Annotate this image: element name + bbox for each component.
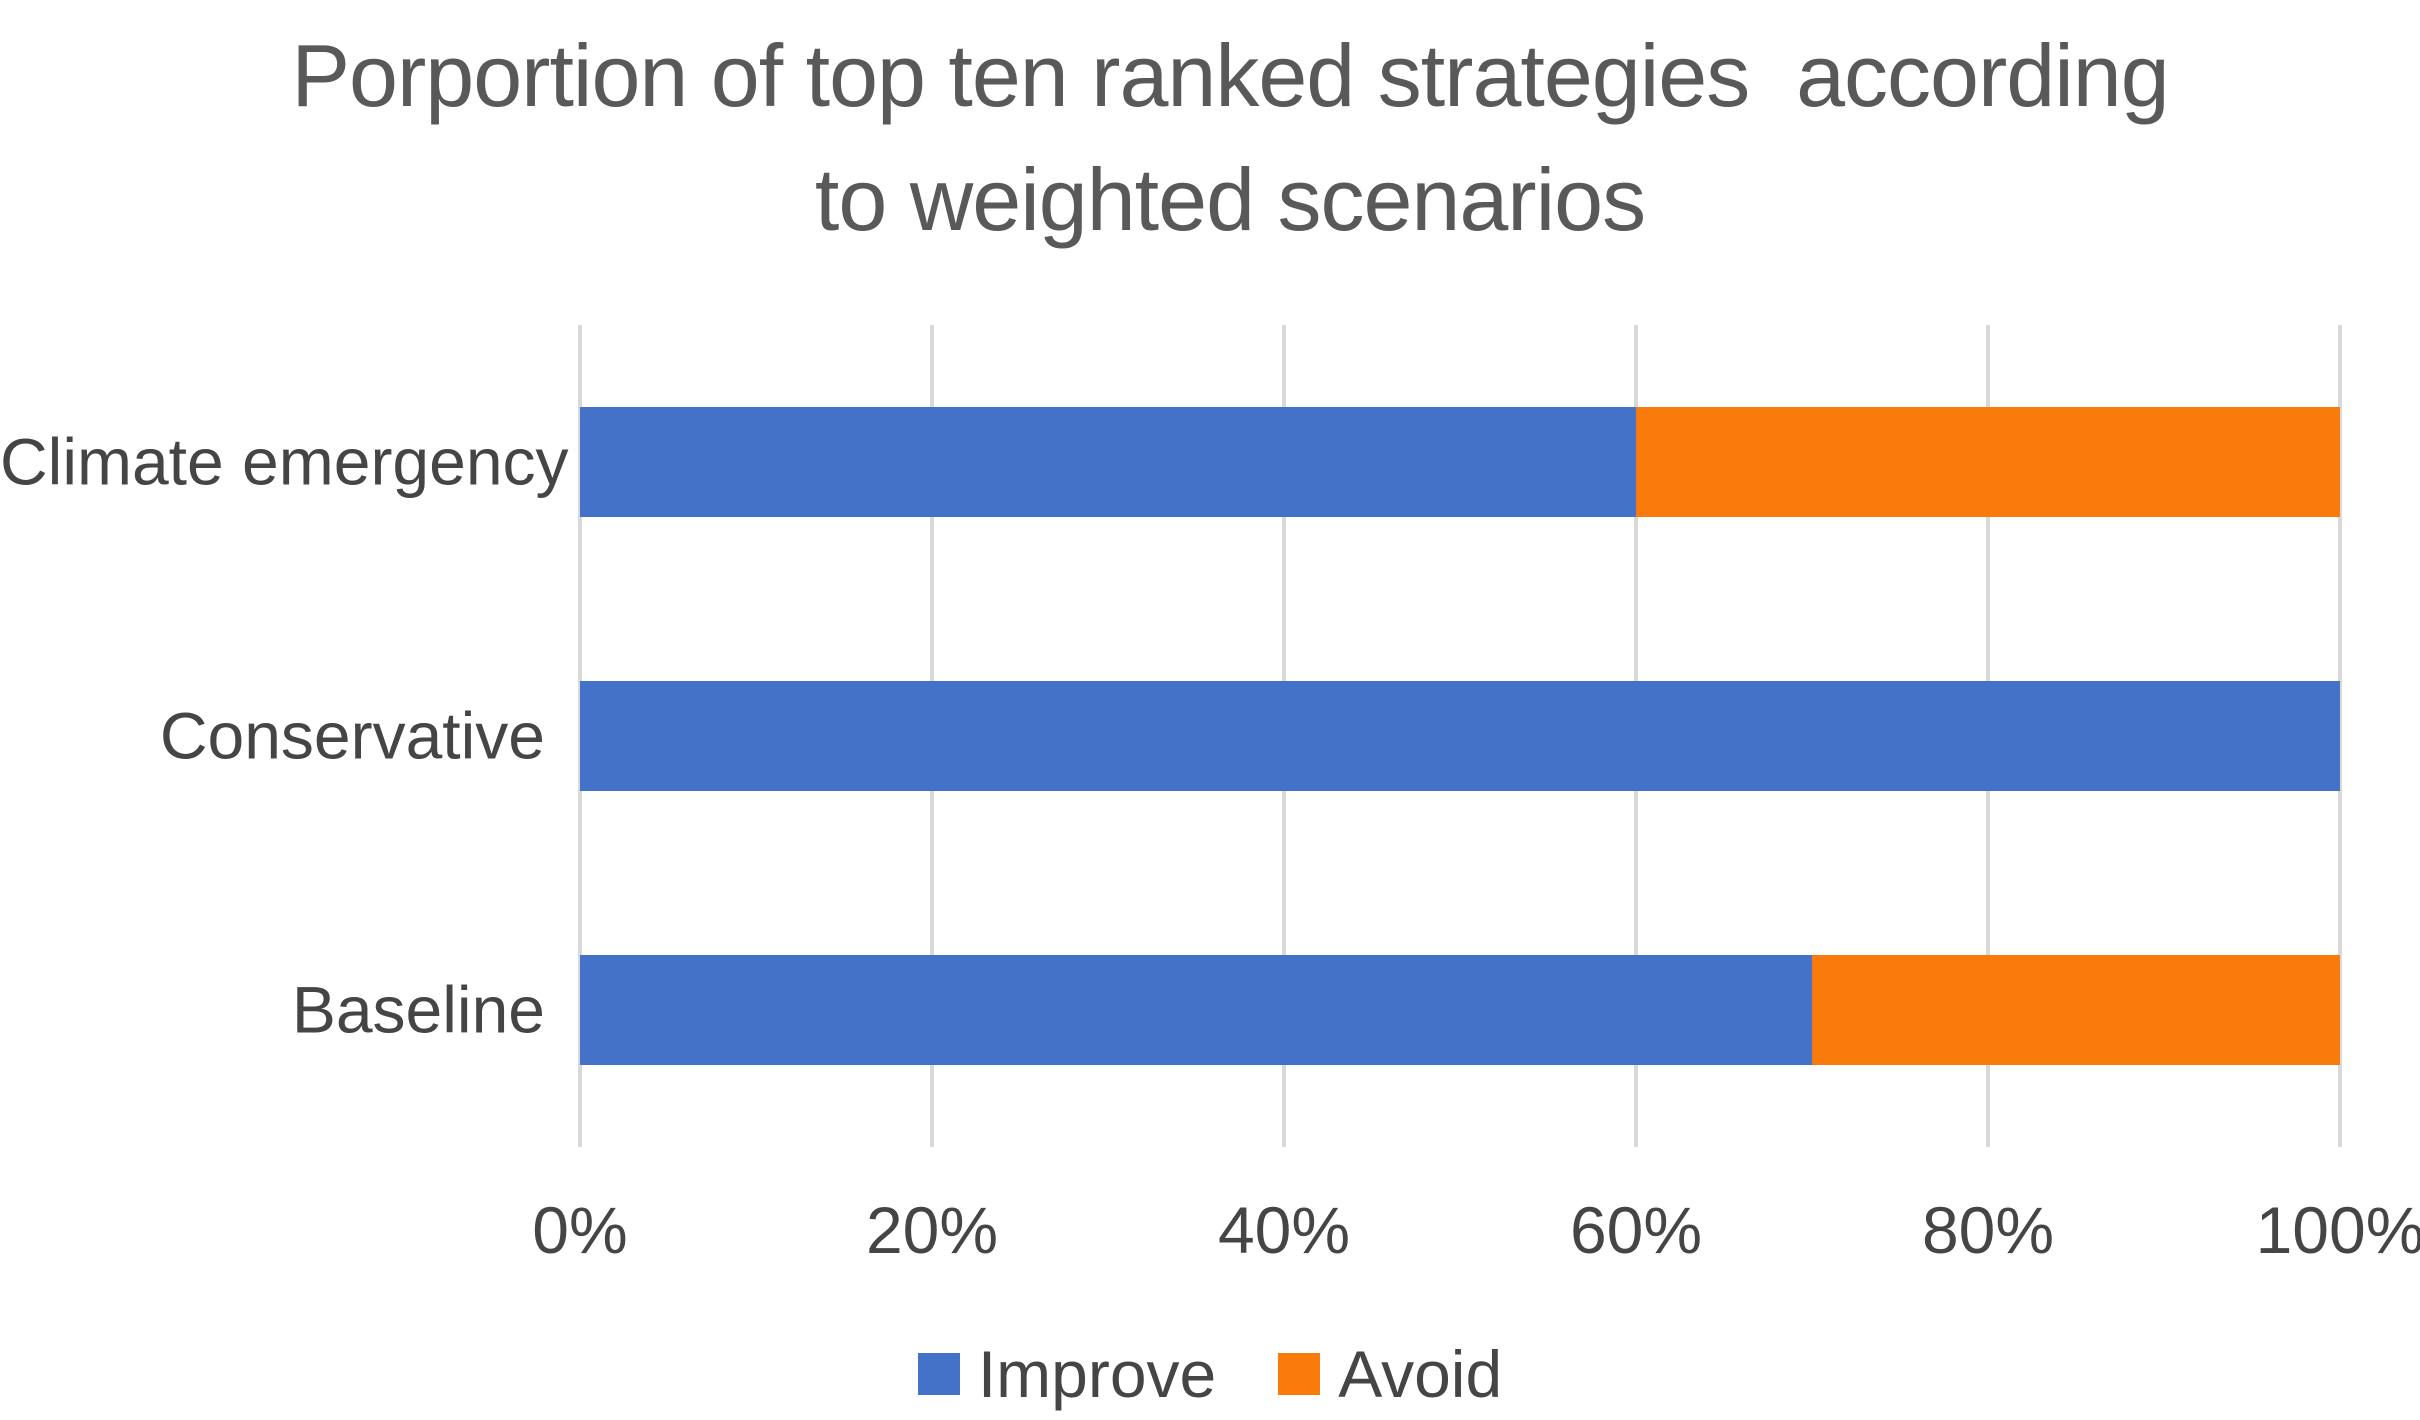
bar-segment-avoid [1636,407,2340,517]
bar-row [580,681,2340,791]
xtick-label: 40% [1217,1193,1351,1267]
legend-label: Avoid [1338,1337,1503,1411]
category-label: Conservative [159,698,545,773]
gridline-100% [2338,325,2342,1147]
legend-item-improve: Improve [917,1336,1217,1412]
category-label: Baseline [291,972,545,1047]
value-axis: 0% 20% 40% 60% 80% 100% [0,1192,2420,1272]
legend-item-avoid: Avoid [1278,1336,1502,1412]
category-label: Climate emergency [0,424,569,499]
bar-segment-improve [580,407,1636,517]
chart-title-line1: Porportion of top ten ranked strategies … [291,26,2169,125]
xtick-label: 80% [1921,1193,2055,1267]
xtick-label: 20% [865,1193,999,1267]
plot-area [578,325,2342,1147]
bar-segment-improve [580,681,2340,791]
bar-segment-avoid [1812,955,2340,1065]
legend-label: Improve [977,1337,1217,1411]
xtick-label: 0% [532,1193,628,1267]
legend-swatch-icon [1278,1353,1321,1395]
bar-row [580,407,2340,517]
legend: Improve Avoid [0,1336,2420,1412]
bar-segment-improve [580,955,1812,1065]
xtick-label: 100% [2255,1193,2420,1267]
chart-title-line2: to weighted scenarios [814,150,1646,249]
chart-title: Porportion of top ten ranked strategies … [40,14,2420,262]
bar-row [580,955,2340,1065]
legend-swatch-icon [917,1353,960,1395]
xtick-label: 60% [1569,1193,1703,1267]
